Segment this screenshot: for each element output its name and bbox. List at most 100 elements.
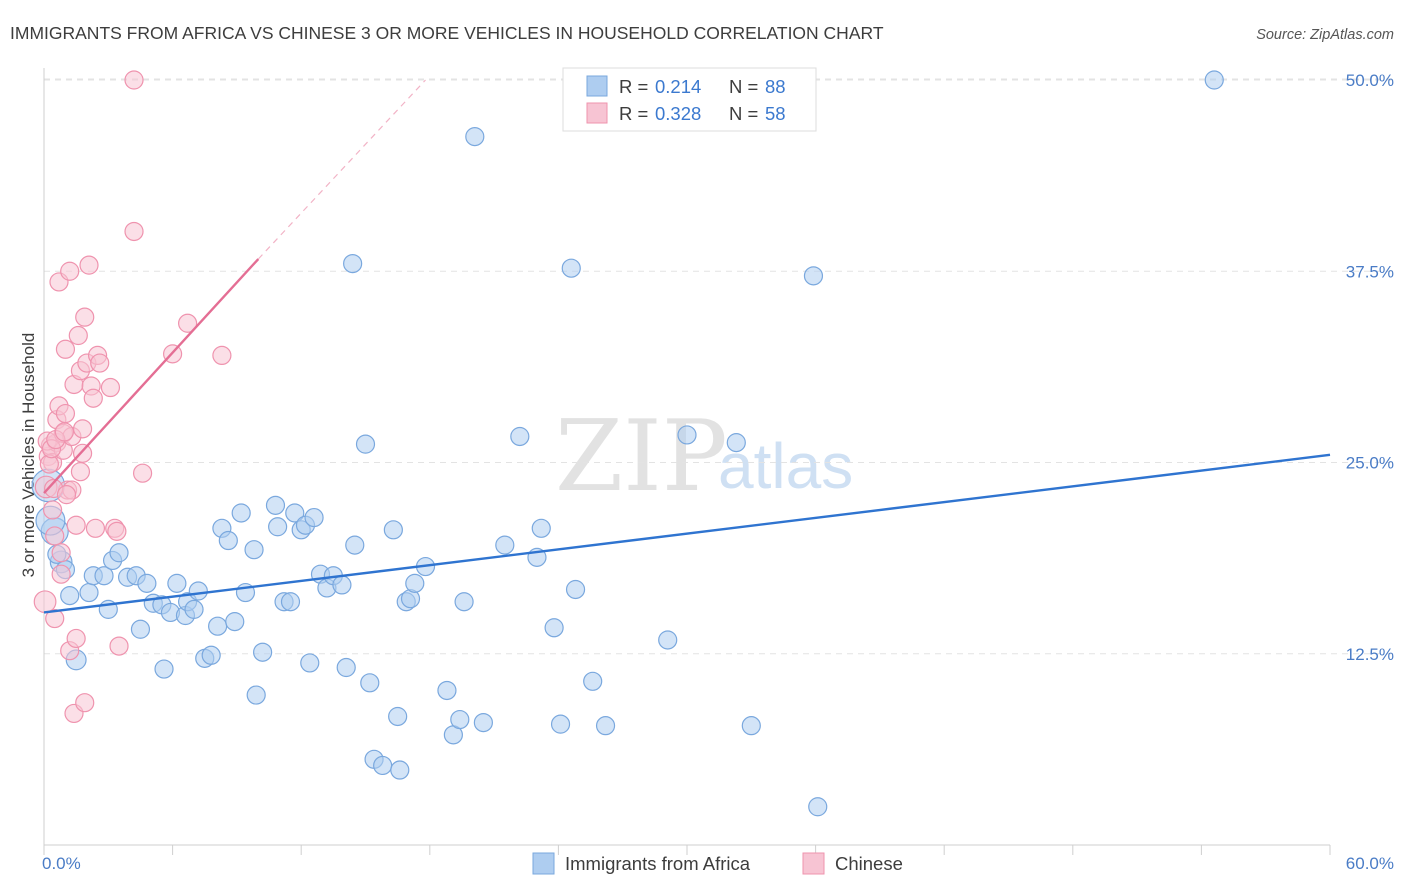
africa-point bbox=[565, 579, 586, 600]
legend-n-value: 58 bbox=[765, 103, 786, 124]
africa-point bbox=[583, 671, 603, 691]
x-tick-label-min: 0.0% bbox=[42, 854, 81, 873]
y-tick-label: 12.5% bbox=[1346, 645, 1394, 664]
africa-point bbox=[437, 680, 457, 701]
chinese-point bbox=[45, 526, 65, 546]
legend-n-label: N = bbox=[729, 76, 758, 97]
africa-point bbox=[246, 685, 266, 705]
africa-point bbox=[473, 712, 493, 733]
africa-point bbox=[383, 520, 403, 540]
y-tick-label: 37.5% bbox=[1346, 262, 1394, 281]
series-chinese-points bbox=[33, 70, 232, 724]
chinese-point bbox=[70, 462, 91, 482]
y-tick-label: 25.0% bbox=[1346, 454, 1394, 473]
chinese-point bbox=[132, 463, 153, 483]
africa-trend-line bbox=[43, 453, 1331, 614]
africa-point bbox=[345, 535, 365, 555]
chinese-point bbox=[109, 636, 129, 656]
chart-source: Source: ZipAtlas.com bbox=[1256, 27, 1394, 43]
y-tick-label: 50.0% bbox=[1346, 71, 1394, 90]
africa-point bbox=[265, 495, 286, 515]
gridlines bbox=[44, 78, 1394, 655]
africa-point bbox=[130, 619, 151, 639]
chinese-trend-extension bbox=[257, 79, 426, 260]
chinese-point bbox=[90, 353, 110, 373]
chinese-point bbox=[85, 518, 106, 538]
chinese-point bbox=[51, 564, 71, 584]
chinese-point bbox=[56, 485, 77, 505]
africa-point bbox=[60, 586, 80, 606]
africa-point bbox=[332, 575, 352, 595]
chinese-point bbox=[100, 377, 121, 398]
legend-r-value: 0.328 bbox=[655, 103, 701, 124]
africa-point bbox=[231, 503, 251, 523]
africa-point bbox=[280, 592, 301, 612]
africa-point bbox=[268, 517, 288, 537]
africa-point bbox=[450, 709, 470, 730]
legend-r-value: 0.214 bbox=[655, 76, 701, 97]
africa-point bbox=[154, 659, 174, 679]
africa-point bbox=[218, 530, 238, 551]
chinese-point bbox=[124, 70, 144, 90]
africa-point bbox=[225, 612, 245, 632]
africa-point bbox=[495, 535, 515, 555]
chinese-point bbox=[79, 255, 99, 275]
africa-point bbox=[1204, 70, 1224, 90]
africa-point bbox=[360, 673, 380, 693]
bottom-legend: Immigrants from Africa Chinese bbox=[532, 852, 903, 875]
africa-point bbox=[510, 426, 530, 447]
watermark: ZIP atlas bbox=[555, 400, 853, 514]
trend-lines bbox=[43, 79, 1331, 614]
chinese-point bbox=[45, 608, 65, 629]
africa-point bbox=[355, 434, 376, 454]
africa-point bbox=[561, 258, 581, 278]
chinese-point bbox=[51, 543, 71, 563]
africa-point bbox=[544, 618, 564, 638]
chinese-point bbox=[60, 261, 80, 281]
africa-point bbox=[726, 433, 746, 453]
chinese-point bbox=[124, 221, 144, 242]
africa-point bbox=[454, 592, 474, 612]
bottom-legend-swatch-africa bbox=[532, 852, 555, 875]
africa-point bbox=[109, 543, 129, 563]
chart-title: IMMIGRANTS FROM AFRICA VS CHINESE 3 OR M… bbox=[10, 23, 884, 43]
chinese-point bbox=[107, 521, 127, 541]
africa-point bbox=[405, 573, 425, 593]
chinese-trend-line bbox=[43, 258, 260, 494]
africa-point bbox=[808, 797, 828, 817]
legend-r-label: R = bbox=[619, 103, 648, 124]
africa-point bbox=[137, 573, 157, 593]
africa-point bbox=[253, 642, 273, 662]
y-axis-label: 3 or more Vehicles in Household bbox=[19, 333, 38, 578]
chinese-point bbox=[68, 325, 88, 346]
chinese-point bbox=[75, 693, 95, 713]
africa-point bbox=[595, 716, 616, 736]
chinese-point bbox=[83, 388, 103, 408]
africa-point bbox=[201, 645, 221, 665]
chinese-point bbox=[72, 443, 93, 463]
legend-swatch-africa bbox=[586, 75, 608, 97]
chinese-point bbox=[212, 345, 232, 365]
watermark-zip: ZIP bbox=[555, 400, 728, 514]
africa-point bbox=[390, 760, 410, 780]
africa-point bbox=[658, 630, 678, 650]
africa-point bbox=[373, 755, 393, 776]
legend-n-label: N = bbox=[729, 103, 758, 124]
x-tick-label-max: 60.0% bbox=[1346, 854, 1394, 873]
chinese-point bbox=[54, 422, 74, 442]
africa-point bbox=[803, 266, 824, 286]
africa-point bbox=[208, 616, 228, 636]
legend: R = 0.214 N = 88 R = 0.328 N = 58 bbox=[562, 67, 817, 132]
africa-point bbox=[244, 540, 264, 560]
africa-point bbox=[343, 254, 363, 274]
chinese-point bbox=[55, 403, 76, 424]
chinese-point bbox=[42, 500, 63, 520]
africa-point bbox=[465, 127, 485, 147]
chinese-point bbox=[66, 515, 86, 535]
africa-point bbox=[79, 582, 99, 603]
legend-n-value: 88 bbox=[765, 76, 786, 97]
chinese-point bbox=[75, 307, 95, 327]
africa-point bbox=[677, 425, 697, 445]
chinese-point bbox=[66, 628, 86, 649]
